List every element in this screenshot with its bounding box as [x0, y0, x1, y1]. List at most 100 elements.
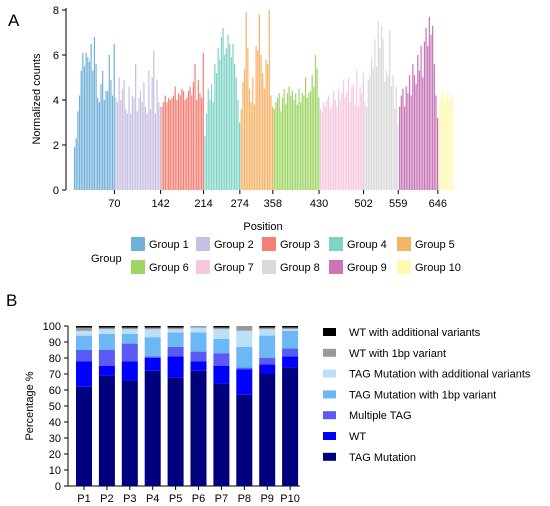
panel-a-bar — [239, 122, 241, 190]
panel-a-bar — [242, 82, 244, 190]
panel-b-bar-segment — [98, 327, 115, 330]
panel-b-bar-segment — [167, 346, 184, 357]
panel-a-bar — [356, 70, 358, 190]
panel-b-bar-segment — [121, 327, 138, 330]
panel-b-x-tick-label: P2 — [100, 493, 113, 505]
panel-a-bar — [333, 91, 335, 190]
panel-a-bar — [93, 37, 95, 190]
panel-a-bar — [377, 21, 379, 190]
panel-b-bar-segment — [76, 326, 92, 328]
panel-b-bar-segment — [121, 329, 138, 334]
panel-b-bar-segment — [282, 327, 299, 330]
panel-a-bar — [313, 86, 315, 190]
panel-a-bar — [169, 100, 171, 190]
panel-a-bar — [305, 77, 307, 190]
panel-b-x-tick-label: P5 — [169, 493, 182, 505]
panel-a-bar — [405, 86, 407, 190]
panel-a-bar — [423, 41, 425, 190]
panel-a-bar — [153, 50, 155, 190]
panel-b-legend-label: WT — [349, 431, 366, 443]
panel-b-y-tick-label: 30 — [49, 433, 61, 445]
panel-a-bar — [336, 106, 338, 190]
panel-a-bar — [298, 88, 300, 190]
panel-a-bar — [316, 68, 318, 190]
panel-a-bar — [367, 79, 369, 190]
panel-a-bar — [222, 28, 224, 190]
panel-a-legend-swatch — [262, 237, 276, 251]
panel-b-legend-label: Multiple TAG — [349, 410, 412, 422]
panel-a-bar — [296, 104, 298, 190]
panel-a-bar — [326, 100, 328, 190]
panel-a-bar — [265, 59, 267, 190]
panel-a-bar — [286, 93, 289, 190]
panel-a-bar — [123, 79, 125, 190]
panel-a-x-tick-label: 214 — [194, 198, 212, 210]
panel-a-bar — [182, 91, 185, 190]
panel-a-x-tick-label: 559 — [389, 198, 407, 210]
panel-a-bar — [357, 106, 359, 190]
panel-a-bar — [115, 97, 117, 190]
panel-b-y-tick-label: 70 — [49, 369, 61, 381]
panel-b-bar-segment — [190, 332, 207, 352]
panel-b-x-tick-label: P10 — [280, 493, 300, 505]
panel-b-legend-label: TAG Mutation with additional variants — [349, 369, 531, 381]
panel-b-bar-segment — [167, 356, 184, 378]
panel-b-bar-segment — [213, 329, 230, 339]
panel-a-bar — [215, 73, 218, 190]
panel-a-bar — [338, 88, 340, 190]
panel-a-bar — [323, 102, 325, 190]
panel-a-bar — [399, 106, 401, 190]
panel-a-bar — [430, 34, 432, 190]
panel-a-bar — [291, 91, 293, 190]
panel-a-bar — [290, 95, 292, 190]
panel-b-x-tick-label: P1 — [77, 493, 90, 505]
panel-a-bar — [108, 55, 110, 190]
panel-b-bar-segment — [282, 330, 299, 349]
panel-a-bar — [427, 46, 429, 190]
panel-b-y-tick-label: 50 — [49, 401, 61, 413]
panel-a-bar — [413, 75, 416, 190]
panel-a-bar — [283, 88, 285, 190]
panel-b-y-tick-label: 0 — [55, 481, 61, 493]
panel-a-legend-label: Group 3 — [280, 239, 320, 251]
panel-a-bar — [97, 97, 99, 190]
panel-b-bar-segment — [236, 394, 253, 486]
panel-a-bar — [207, 88, 209, 190]
panel-a-bar — [74, 147, 76, 190]
panel-a-bar — [181, 88, 183, 190]
panel-a-bar — [186, 97, 188, 190]
panel-a-bar — [445, 95, 447, 190]
panel-a-bar — [206, 113, 208, 190]
panel-b-bar-segment — [213, 326, 230, 328]
panel-b-legend-label: TAG Mutation — [349, 452, 416, 464]
panel-a-bar — [314, 55, 317, 190]
panel-a-x-tick-label: 502 — [354, 198, 372, 210]
panel-b-bar-segment — [259, 326, 276, 328]
panel-b-bar-segment — [190, 370, 207, 486]
panel-b-bar-segment — [98, 366, 115, 376]
panel-a-bar — [295, 93, 297, 190]
panel-b-y-tick-label: 90 — [49, 337, 61, 349]
panel-b-legend-swatch — [323, 390, 336, 399]
panel-a-bar — [318, 97, 320, 190]
panel-a-bar — [278, 93, 280, 190]
panel-b-x-tick-label: P8 — [238, 493, 251, 505]
panel-b-legend-label: TAG Mutation with 1bp variant — [349, 389, 496, 401]
panel-a-bar — [268, 10, 270, 190]
panel-a-bar — [451, 97, 454, 190]
panel-a-bar — [204, 136, 206, 190]
panel-a-bar — [90, 43, 92, 190]
panel-a-x-axis-title: Position — [243, 221, 282, 233]
panel-a-bar — [248, 88, 251, 190]
panel-a-bar — [408, 75, 411, 190]
panel-a-bar — [366, 106, 368, 190]
panel-a-bar — [252, 77, 254, 190]
panel-a-bar — [130, 113, 132, 190]
panel-a-bar — [435, 95, 437, 190]
panel-a-bar — [255, 46, 257, 190]
panel-a-bar — [197, 79, 199, 190]
panel-b-bar-segment — [167, 326, 184, 328]
panel-a-legend-swatch — [196, 260, 210, 274]
panel-a-bar — [210, 84, 213, 190]
panel-b-bar-segment — [213, 383, 230, 486]
